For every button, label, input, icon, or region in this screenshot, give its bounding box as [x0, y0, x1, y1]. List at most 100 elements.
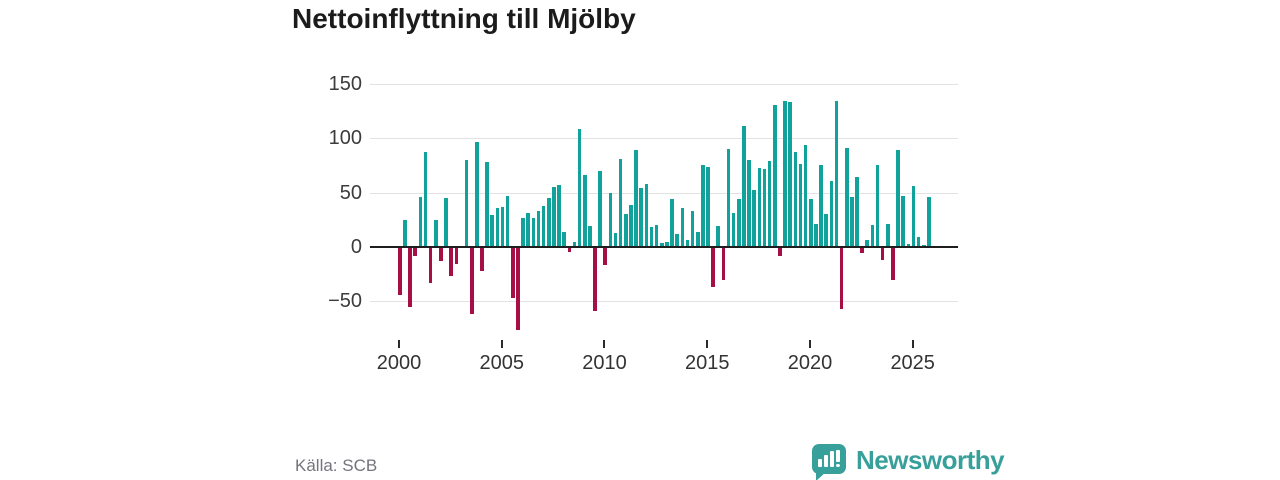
x-axis-label: 2010	[582, 352, 627, 374]
bar	[875, 165, 880, 247]
chart-title: Nettoinflyttning till Mjölby	[292, 3, 636, 34]
bar	[721, 248, 726, 280]
bar	[757, 167, 762, 247]
bar	[665, 241, 669, 247]
bar	[423, 152, 428, 247]
bar	[649, 227, 654, 247]
bar	[844, 148, 849, 247]
x-axis-line	[370, 246, 958, 248]
bar	[439, 248, 443, 262]
bar	[475, 141, 479, 247]
bar	[624, 214, 628, 247]
bar	[593, 248, 597, 312]
x-axis-tick	[808, 340, 811, 348]
bar	[798, 164, 803, 247]
bar	[773, 104, 777, 247]
bar	[793, 152, 798, 247]
bar	[762, 168, 767, 247]
x-axis-tick	[603, 340, 606, 348]
bar	[428, 248, 433, 283]
y-axis-label: 100	[328, 127, 362, 150]
bar	[685, 240, 690, 247]
bar	[855, 177, 859, 247]
bar	[469, 248, 474, 315]
logo-bubble-tail	[816, 472, 826, 480]
bar	[921, 244, 926, 247]
bar	[896, 150, 900, 247]
bar	[557, 185, 561, 247]
bar	[870, 225, 875, 247]
bar	[788, 102, 792, 247]
bar	[716, 226, 721, 247]
logo-exclamation-bar	[836, 450, 840, 462]
bar	[752, 190, 757, 247]
bar	[819, 165, 823, 247]
bar	[654, 225, 659, 247]
x-axis-label: 2000	[376, 352, 422, 374]
bar	[572, 241, 577, 247]
x-axis-label: 2020	[787, 352, 833, 374]
x-axis-tick	[500, 340, 503, 348]
plot-area: 150 100 50 0 −50 2000 2005 2010 2015 2020 2025	[328, 70, 958, 374]
bar	[675, 233, 679, 247]
bar	[860, 248, 864, 254]
bar	[644, 183, 649, 247]
bar	[891, 248, 895, 280]
logo-exclamation-dot	[836, 464, 840, 467]
bar	[824, 214, 828, 247]
bar	[511, 248, 515, 298]
bar	[880, 248, 885, 260]
bar	[747, 160, 751, 247]
x-axis-label: 2005	[479, 352, 524, 374]
bar	[639, 188, 644, 247]
bar	[536, 211, 541, 247]
bar	[500, 206, 505, 247]
logo-mini-bar	[830, 451, 834, 467]
x-axis-tick	[911, 340, 914, 348]
bar	[603, 248, 608, 266]
bar	[634, 150, 638, 247]
bar	[526, 213, 531, 247]
bar	[706, 166, 710, 247]
bar	[680, 207, 685, 247]
bar	[495, 207, 500, 247]
bar	[906, 243, 911, 247]
bar	[413, 248, 417, 256]
gridline	[370, 138, 958, 140]
gridline	[370, 83, 958, 85]
bar	[670, 199, 674, 247]
bar	[711, 248, 715, 288]
bar	[911, 186, 916, 247]
y-axis-label: 50	[339, 181, 362, 204]
bar	[577, 128, 582, 247]
bar	[839, 248, 844, 309]
bar	[659, 242, 664, 247]
bar	[567, 248, 572, 253]
logo-mini-bar	[824, 455, 828, 467]
bar	[562, 231, 566, 247]
bar	[803, 144, 808, 247]
bar	[886, 224, 890, 247]
source-label: Källa: SCB	[295, 456, 378, 475]
bar	[433, 219, 438, 247]
brand-name: Newsworthy	[856, 445, 1005, 475]
bar	[408, 248, 412, 307]
bar	[505, 195, 510, 247]
bar	[398, 248, 402, 295]
bar	[834, 101, 839, 247]
bar	[927, 197, 931, 247]
bar	[490, 215, 495, 247]
bar	[541, 205, 546, 247]
x-axis-tick	[398, 340, 400, 348]
bar	[726, 149, 731, 247]
bar	[901, 195, 906, 247]
y-axis-label: 0	[350, 236, 362, 258]
newsworthy-logo-icon	[812, 444, 846, 480]
x-axis-label: 2025	[890, 352, 935, 374]
bar	[480, 248, 484, 271]
logo-mini-bar	[818, 459, 822, 467]
bar	[865, 240, 870, 247]
gridline	[370, 301, 958, 303]
x-axis-tick	[706, 340, 709, 348]
bar	[444, 198, 448, 247]
